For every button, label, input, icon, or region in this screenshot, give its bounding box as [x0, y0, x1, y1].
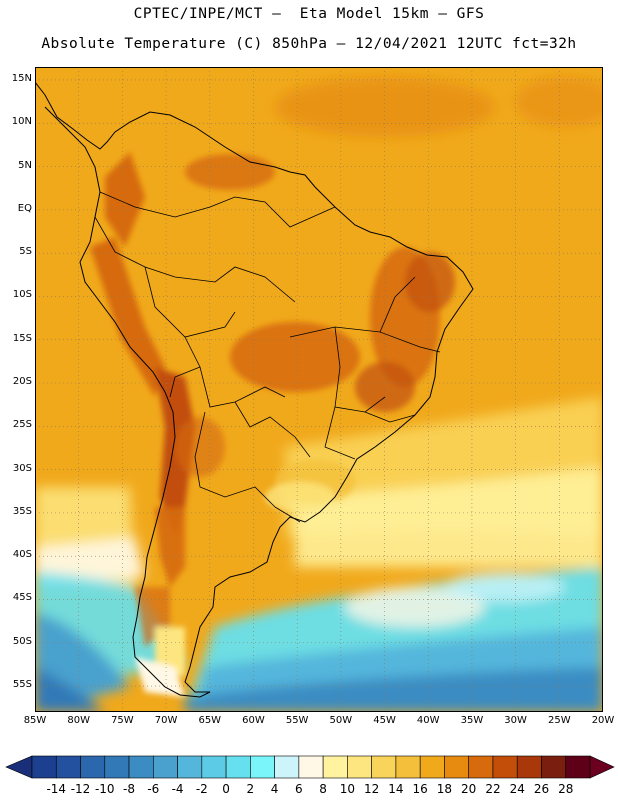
colorbar-swatch-7 — [201, 755, 227, 779]
colorbar-label--2: -2 — [196, 782, 208, 796]
lat-label-5S: 5S — [19, 246, 32, 258]
map-area — [35, 67, 603, 712]
colorbar-swatch-15 — [395, 755, 421, 779]
lon-label-25W: 25W — [547, 715, 571, 726]
lat-label-55S: 55S — [12, 679, 32, 691]
colorbar-label-20: 20 — [461, 782, 476, 796]
lon-label-60W: 60W — [242, 715, 265, 726]
colorbar-swatch-3 — [104, 755, 130, 779]
lon-label-70W: 70W — [154, 715, 178, 726]
lat-label-15S: 15S — [12, 332, 32, 344]
title-field: Absolute Temperature (C) 850hPa – 12/04/… — [41, 36, 577, 52]
cool-band — [295, 467, 603, 567]
lat-label-30S: 30S — [12, 462, 32, 474]
colorbar-swatch-20 — [516, 755, 542, 779]
lon-label-20W: 20W — [591, 715, 615, 726]
colorbar-label-4: 4 — [271, 782, 279, 796]
colorbar-label-26: 26 — [534, 782, 549, 796]
lon-label-80W: 80W — [67, 715, 90, 726]
lat-label-20S: 20S — [12, 376, 32, 387]
lat-label-5N: 5N — [18, 159, 32, 171]
lon-label-75W: 75W — [111, 715, 134, 726]
colorbar-label-0: 0 — [222, 782, 230, 796]
temperature-map — [35, 67, 603, 712]
caribbean-warm-patch — [275, 77, 495, 137]
lat-label-50S: 50S — [12, 635, 32, 647]
lon-label-40W: 40W — [416, 715, 440, 726]
colorbar-label-22: 22 — [485, 782, 500, 796]
colorbar-swatch-12 — [322, 755, 348, 779]
colorbar-label-12: 12 — [364, 782, 379, 796]
lon-label-45W: 45W — [373, 715, 396, 726]
central-andes-heat — [155, 367, 195, 537]
colorbar-swatch-13 — [347, 755, 372, 779]
lon-label-30W: 30W — [504, 715, 527, 726]
colorbar-label-14: 14 — [388, 782, 403, 796]
lat-label-EQ: EQ — [17, 202, 32, 214]
colorbar-label--6: -6 — [147, 782, 159, 796]
mato-grosso-heat — [230, 322, 360, 392]
lat-label-10S: 10S — [12, 289, 32, 301]
country-borders — [94, 191, 441, 523]
colorbar-swatch-8 — [225, 755, 251, 779]
colorbar-label--12: -12 — [71, 782, 91, 796]
colorbar-swatch-1 — [55, 755, 81, 779]
colorbar-label-6: 6 — [295, 782, 303, 796]
title-model: CPTEC/INPE/MCT – Eta Model 15km – GFS — [133, 6, 485, 22]
colorbar-low-arrow — [5, 755, 33, 779]
colorbar-swatch-2 — [80, 755, 106, 779]
colorbar-label--10: -10 — [95, 782, 115, 796]
colorbar-swatch-11 — [298, 755, 324, 779]
colorbar-label-24: 24 — [510, 782, 525, 796]
lat-lon-grid — [35, 67, 603, 712]
colorbar-swatch-9 — [250, 755, 275, 779]
colorbar-swatch-16 — [419, 755, 445, 779]
lat-label-40S: 40S — [12, 549, 32, 561]
lon-label-55W: 55W — [285, 715, 309, 726]
lat-label-10N: 10N — [11, 116, 32, 128]
colorbar-label-16: 16 — [413, 782, 428, 796]
south-america-coastline — [35, 81, 474, 698]
lat-label-45S: 45S — [12, 592, 32, 604]
colorbar-label-18: 18 — [437, 782, 452, 796]
lon-label-35W: 35W — [460, 715, 484, 726]
colorbar-legend: -14 -12 -10 -8 -6 -4 -2 0 2 4 6 8 10 12 14 16 18 20 22 24 26… — [5, 755, 615, 796]
venezuela-heat — [185, 154, 275, 190]
colorbar-label--4: -4 — [172, 782, 184, 796]
colorbar-swatch-6 — [177, 755, 203, 779]
peru-andes-heat — [90, 237, 165, 397]
colorbar-high-arrow — [589, 755, 615, 779]
lon-label-85W: 85W — [23, 715, 47, 726]
lon-label-50W: 50W — [329, 715, 353, 726]
colorbar-label-10: 10 — [340, 782, 355, 796]
map-frame — [35, 67, 603, 712]
colorbar-label--14: -14 — [46, 782, 66, 796]
colorbar-swatch-17 — [444, 755, 469, 779]
colorbar-label-2: 2 — [247, 782, 255, 796]
lat-label-25S: 25S — [12, 419, 32, 431]
colorbar-swatch-4 — [128, 755, 154, 779]
colorbar-label--8: -8 — [123, 782, 135, 796]
colorbar-swatch-21 — [541, 755, 567, 779]
lat-label-15N: 15N — [11, 72, 32, 84]
colorbar-swatch-10 — [274, 755, 300, 779]
atlantic-warm-patch — [515, 77, 603, 127]
colorbar-swatch-0 — [31, 755, 57, 779]
lat-label-35S: 35S — [12, 505, 32, 517]
colorbar-swatch-5 — [153, 755, 178, 779]
colorbar-swatch-18 — [468, 755, 494, 779]
colorbar-label-8: 8 — [319, 782, 327, 796]
lon-label-65W: 65W — [198, 715, 222, 726]
colorbar-swatch-14 — [371, 755, 397, 779]
colombia-andes-heat — [105, 152, 145, 247]
colorbar-swatch-22 — [565, 755, 591, 779]
colorbar-label-28: 28 — [558, 782, 573, 796]
colorbar-swatch-19 — [492, 755, 518, 779]
